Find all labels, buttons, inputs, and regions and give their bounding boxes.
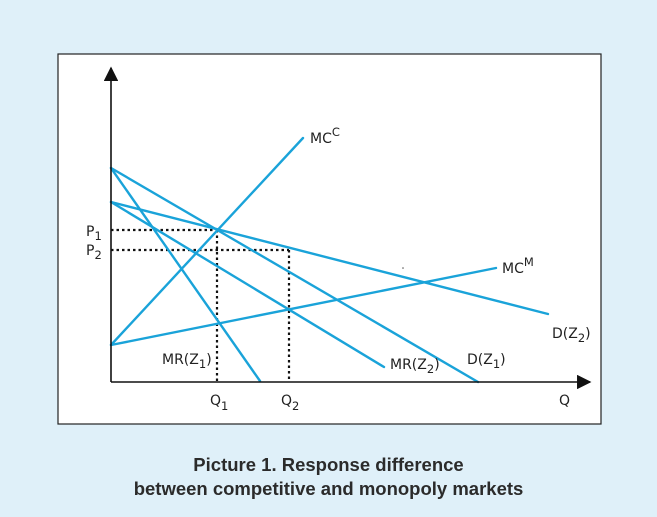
mr-z1-label: MR(Z1) bbox=[162, 352, 212, 371]
quantity-label-q1: Q1 bbox=[210, 393, 228, 413]
d-z2-label: D(Z2) bbox=[552, 326, 591, 345]
diagram-frame bbox=[57, 53, 602, 425]
marginal-cost-monopoly-curve bbox=[109, 266, 498, 347]
price-label-p2: P2 bbox=[86, 243, 102, 262]
caption-line-2: between competitive and monopoly markets bbox=[133, 478, 524, 499]
quantity-label-q2: Q2 bbox=[281, 393, 299, 413]
stray-dot bbox=[402, 267, 404, 269]
caption-line-1: Picture 1. Response difference bbox=[193, 454, 464, 475]
mc-competitive-label: MCC bbox=[310, 125, 340, 147]
mc-monopoly-label: MCM bbox=[502, 255, 534, 277]
quantity-axis-label: Q bbox=[559, 393, 570, 409]
marginal-revenue-z1-curve bbox=[109, 166, 262, 383]
demand-z1-curve bbox=[109, 166, 480, 384]
mr-z2-label: MR(Z2) bbox=[390, 357, 440, 376]
marginal-cost-competitive-curve bbox=[109, 136, 305, 347]
demand-z2-curve bbox=[109, 200, 550, 316]
marginal-revenue-z2-curve bbox=[109, 200, 386, 369]
supply-demand-diagram: P1 P2 Q1 Q2 Q MCC MCM MR(Z1) MR(Z2) D(Z1… bbox=[57, 53, 602, 425]
price-label-p1: P1 bbox=[86, 224, 102, 243]
d-z1-label: D(Z1) bbox=[467, 352, 506, 371]
